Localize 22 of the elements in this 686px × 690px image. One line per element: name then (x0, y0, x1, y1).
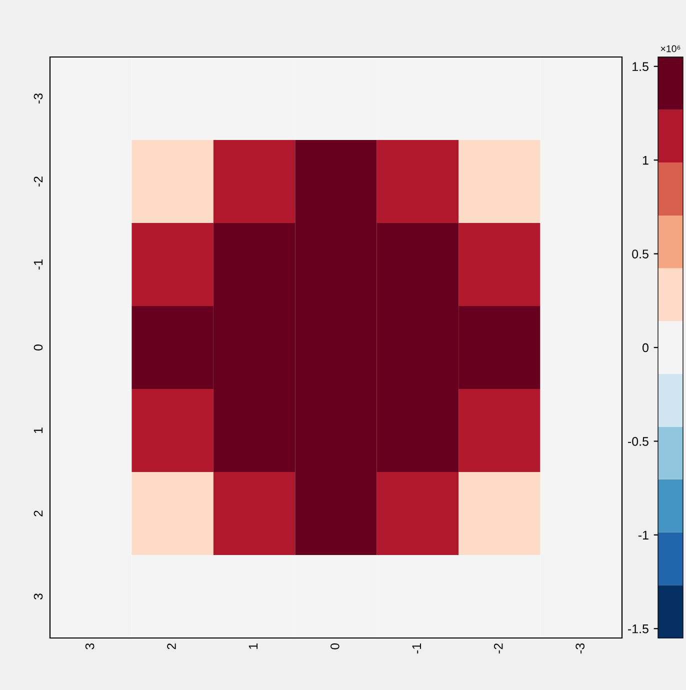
y-tick-label: 3 (34, 594, 43, 600)
x-tick-label: 0 (330, 643, 340, 650)
y-tick-label: -3 (34, 93, 43, 104)
y-tick-label: 2 (34, 510, 43, 516)
y-tick-label: -1 (34, 260, 43, 270)
x-tick-label: -3 (576, 643, 584, 654)
color-bar-label: 0 (642, 343, 648, 352)
color-bar-title: ×10⁶ (660, 45, 680, 52)
y-tick-label: -2 (34, 176, 43, 186)
x-tick-label: 3 (85, 643, 94, 650)
x-tick-label: 2 (167, 643, 176, 650)
y-tick-label: 1 (34, 428, 43, 434)
color-bar-label: -0.5 (628, 437, 648, 446)
x-tick-label: -2 (494, 643, 503, 654)
color-bar-label: -1 (638, 530, 648, 540)
color-bar-label: 0.5 (632, 250, 648, 258)
y-tick-label: 0 (34, 344, 43, 350)
x-tick-label: -1 (412, 643, 421, 654)
color-bar-label: 1 (642, 156, 648, 165)
x-tick-label: 1 (248, 643, 258, 649)
color-bar-label: -1.5 (628, 624, 648, 634)
color-bar-label: 1.5 (632, 62, 648, 72)
